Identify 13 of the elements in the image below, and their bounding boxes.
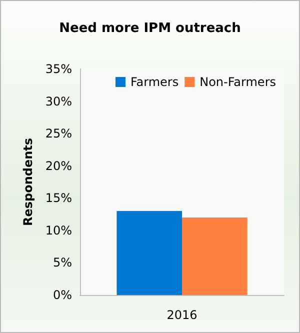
chart-title: Need more IPM outreach (59, 21, 241, 36)
legend-label: Non-Farmers (200, 75, 276, 89)
y-tick-label: 35% (45, 62, 72, 76)
y-tick-label: 5% (52, 256, 72, 270)
y-tick-label: 10% (45, 223, 72, 238)
legend-label: Farmers (130, 75, 179, 89)
y-tick-label: 25% (45, 126, 72, 141)
y-tick-label: 15% (45, 191, 72, 206)
y-axis-title: Respondents (21, 138, 35, 226)
x-tick-label: 2016 (166, 308, 198, 322)
y-tick-label: 30% (45, 94, 72, 108)
y-tick-label: 20% (45, 158, 72, 173)
y-tick-label: 0% (52, 288, 72, 302)
